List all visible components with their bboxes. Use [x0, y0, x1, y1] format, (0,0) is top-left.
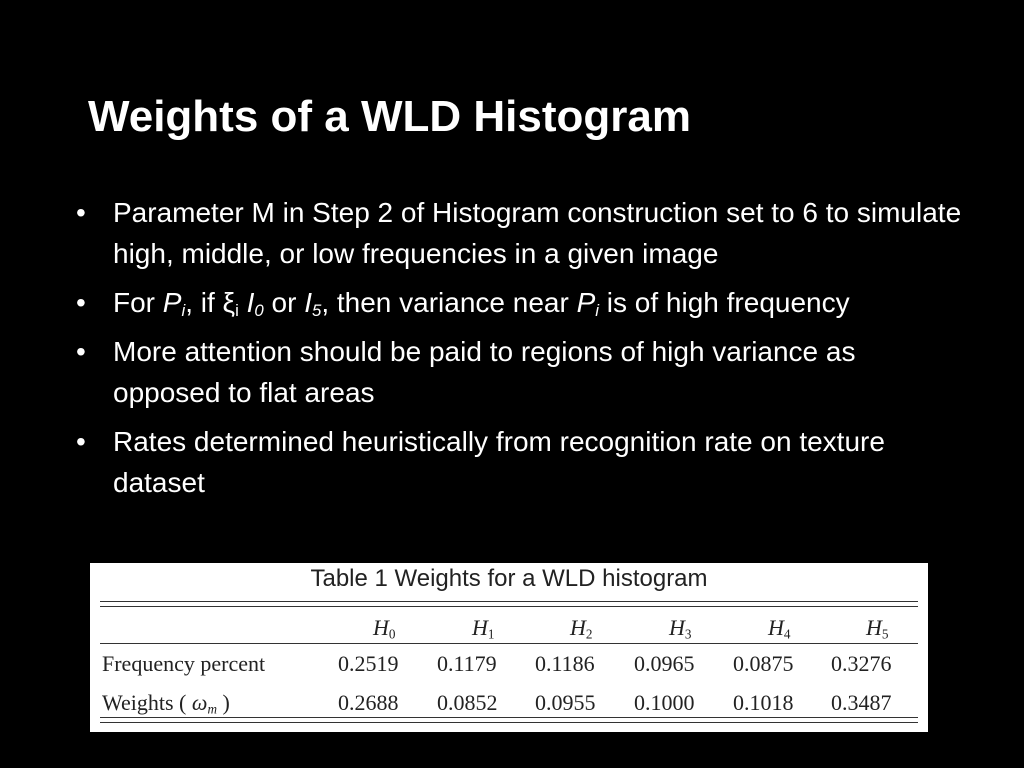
rule — [100, 722, 918, 723]
column-header: H3 — [669, 615, 691, 641]
run: is of high frequency — [599, 287, 850, 318]
header-symbol: H — [373, 615, 389, 640]
run: i — [595, 301, 600, 321]
bullet-text: Rates determined heuristically from reco… — [113, 426, 885, 498]
rule — [100, 643, 918, 644]
run: 0 — [254, 301, 264, 321]
run: I — [304, 287, 312, 318]
run — [239, 287, 247, 318]
table-cell: 0.0875 — [733, 651, 794, 676]
table-cell: 0.2688 — [338, 690, 399, 715]
run: , if ξ — [185, 287, 236, 318]
label-run: m — [207, 701, 217, 716]
header-index: 1 — [487, 626, 495, 642]
table-cell: 0.3276 — [831, 651, 892, 676]
bullet: For Pi, if ξi I0 or I5, then variance ne… — [76, 282, 966, 323]
bullet-list: Parameter M in Step 2 of Histogram const… — [76, 192, 966, 511]
table-caption: Table 1 Weights for a WLD histogram — [310, 565, 708, 592]
header-symbol: H — [669, 615, 685, 640]
label-run: ) — [216, 690, 230, 715]
header-symbol: H — [768, 615, 784, 640]
row-label: Weights ( ωm ) — [102, 690, 230, 716]
table-cell: 0.2519 — [338, 651, 399, 676]
header-index: 4 — [783, 626, 791, 642]
run: i — [181, 301, 186, 321]
run: or — [263, 287, 305, 318]
header-symbol: H — [570, 615, 586, 640]
rule — [100, 601, 918, 602]
rule — [100, 717, 918, 718]
run: P — [162, 287, 182, 318]
header-index: 2 — [585, 626, 593, 642]
header-index: 3 — [684, 626, 692, 642]
header-symbol: H — [472, 615, 488, 640]
table-image: Table 1 Weights for a WLD histogram H0 H1… — [90, 563, 928, 732]
table-cell: 0.0852 — [437, 690, 498, 715]
table-cell: 0.1186 — [535, 651, 595, 676]
run: , then variance near — [321, 287, 577, 318]
bullet-text: Parameter M in Step 2 of Histogram const… — [113, 197, 962, 269]
run: 5 — [311, 301, 322, 321]
bullet-text: More attention should be paid to regions… — [113, 336, 856, 408]
column-header: H4 — [768, 615, 790, 641]
table-cell: 0.1179 — [437, 651, 497, 676]
header-index: 0 — [388, 626, 396, 642]
slide-title: Weights of a WLD Histogram — [88, 92, 691, 141]
table-cell: 0.3487 — [831, 690, 892, 715]
bullet: Rates determined heuristically from reco… — [76, 421, 966, 503]
column-header: H0 — [373, 615, 395, 641]
label-run: m — [207, 701, 217, 717]
column-header: H5 — [866, 615, 888, 641]
table-cell: 0.1018 — [733, 690, 794, 715]
table-cell: 0.1000 — [634, 690, 695, 715]
column-header: H2 — [570, 615, 592, 641]
header-symbol: H — [866, 615, 882, 640]
bullet: More attention should be paid to regions… — [76, 331, 966, 413]
table-cell: 0.0965 — [634, 651, 695, 676]
label-run: ω — [191, 690, 208, 715]
row-label: Frequency percent — [102, 651, 265, 677]
bullet: Parameter M in Step 2 of Histogram const… — [76, 192, 966, 274]
run: For — [113, 287, 163, 318]
table-cell: 0.0955 — [535, 690, 596, 715]
label-run: Weights ( — [102, 690, 192, 715]
rule — [100, 606, 918, 607]
run: P — [576, 287, 596, 318]
run: i — [235, 301, 239, 321]
label-run: Frequency percent — [102, 651, 266, 676]
run: I — [246, 287, 255, 318]
column-header: H1 — [472, 615, 494, 641]
header-index: 5 — [881, 626, 889, 642]
